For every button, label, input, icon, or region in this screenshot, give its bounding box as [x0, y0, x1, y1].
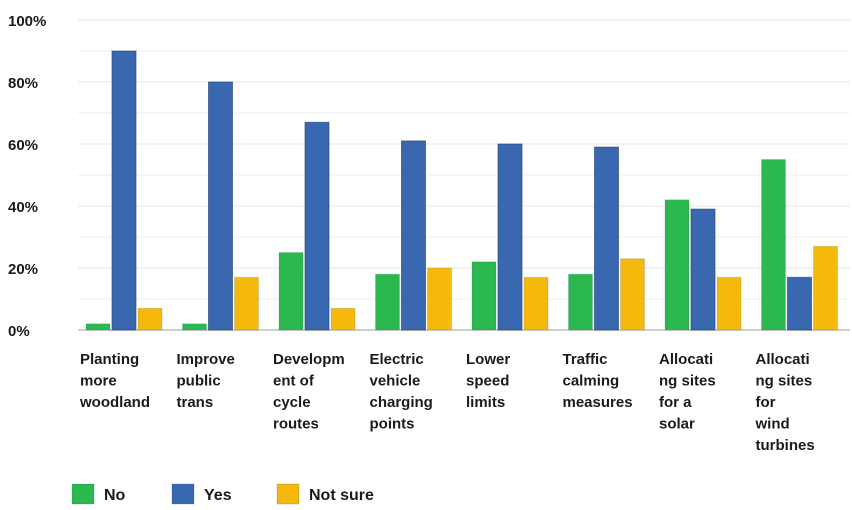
legend-label: Not sure	[309, 487, 374, 504]
x-tick-label-line: ng sites	[756, 373, 813, 390]
x-tick-label-line: more	[80, 373, 117, 390]
x-tick-label-line: ent of	[273, 373, 315, 390]
bar-not-sure	[620, 258, 645, 331]
x-tick-label-line: Planting	[80, 351, 139, 368]
legend-swatch	[71, 483, 95, 505]
bar-no	[182, 323, 207, 331]
bar-not-sure	[813, 245, 838, 331]
x-tick-label-line: ng sites	[659, 373, 716, 390]
x-tick-label-line: calming	[563, 373, 620, 390]
x-tick-label-line: Allocati	[659, 351, 713, 368]
bar-yes	[594, 146, 619, 331]
bar-no	[471, 261, 497, 331]
x-tick-label-line: cycle	[273, 394, 311, 411]
y-tick-label: 20%	[8, 261, 38, 278]
y-tick-label: 0%	[8, 323, 30, 340]
x-tick-label-line: routes	[273, 416, 319, 433]
x-tick-label: Electric vehicle charging points	[370, 351, 433, 433]
x-tick-label-line: for	[756, 394, 776, 411]
x-tick-label-line: for a	[659, 394, 692, 411]
legend-swatch	[171, 483, 195, 505]
bar-not-sure	[330, 307, 356, 331]
x-tick-label: Traffic calming measures	[563, 351, 633, 411]
bar-yes	[787, 276, 812, 331]
bar-not-sure	[523, 276, 549, 331]
bar-no	[375, 273, 400, 331]
legend-swatch	[276, 483, 300, 505]
y-tick-label: 40%	[8, 199, 38, 216]
y-tick-label: 100%	[8, 13, 46, 30]
x-tick-label-line: points	[370, 416, 415, 433]
bar-yes	[497, 143, 523, 331]
bar-not-sure	[427, 267, 452, 331]
bar-yes	[690, 208, 716, 331]
x-tick-label-line: Allocati	[756, 351, 810, 368]
x-tick-label: Developm ent of cycle routes	[273, 351, 345, 433]
bar-not-sure	[716, 276, 742, 331]
bar-no	[85, 323, 111, 331]
x-tick-label-line: Electric	[370, 351, 424, 368]
bar-no	[568, 273, 593, 331]
x-tick-label-line: wind	[755, 416, 790, 433]
bar-yes	[111, 50, 137, 331]
x-tick-label-line: turbines	[756, 437, 815, 454]
y-tick-label: 60%	[8, 137, 38, 154]
x-tick-label: Improve public trans	[177, 351, 235, 411]
bar-yes	[208, 81, 233, 331]
x-tick-label-line: limits	[466, 394, 505, 411]
bar-no	[664, 199, 690, 331]
x-tick-label-line: speed	[466, 373, 509, 390]
x-tick-label-line: Improve	[177, 351, 235, 368]
x-tick-label-line: woodland	[79, 394, 150, 411]
x-tick-label-line: trans	[177, 394, 214, 411]
x-tick-label-line: Developm	[273, 351, 345, 368]
x-tick-label-line: vehicle	[370, 373, 421, 390]
bar-yes	[401, 140, 426, 331]
bar-no	[278, 252, 304, 331]
x-tick-label-line: solar	[659, 416, 695, 433]
x-tick-label: Planting more woodland	[79, 351, 150, 411]
bar-yes	[304, 121, 330, 331]
bar-not-sure	[137, 307, 163, 331]
x-tick-label: Allocati ng sites for wind turbines	[755, 351, 815, 454]
x-tick-label: Lower speed limits	[466, 351, 510, 411]
x-tick-label-line: Lower	[466, 351, 510, 368]
legend-label: No	[104, 487, 126, 504]
bar-no	[761, 159, 786, 331]
x-tick-label-line: public	[177, 373, 221, 390]
bar-not-sure	[234, 276, 259, 331]
x-tick-label-line: measures	[563, 394, 633, 411]
x-tick-label: Allocati ng sites for a solar	[659, 351, 716, 433]
y-tick-label: 80%	[8, 75, 38, 92]
x-tick-label-line: Traffic	[563, 351, 608, 368]
legend-label: Yes	[204, 487, 232, 504]
x-tick-label-line: charging	[370, 394, 433, 411]
